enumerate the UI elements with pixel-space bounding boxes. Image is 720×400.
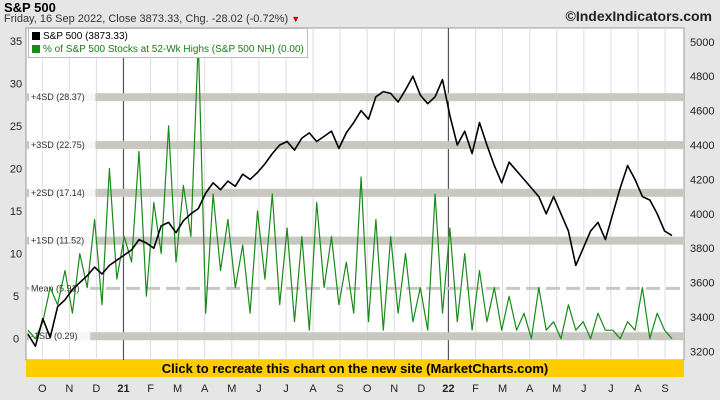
x-tick-label: A — [634, 383, 642, 395]
chart-title: S&P 500 — [4, 0, 56, 15]
legend-item-nh: % of S&P 500 Stocks at 52-Wk Highs (S&P … — [32, 43, 304, 56]
x-tick-label: F — [147, 383, 154, 395]
x-tick-label: M — [552, 383, 561, 395]
green-line-swatch-icon — [32, 45, 40, 53]
sd-band — [26, 93, 684, 102]
legend-sp500-label: S&P 500 (3873.33) — [43, 31, 128, 42]
down-arrow-icon: ▼ — [291, 14, 301, 24]
series-line-sp500 — [27, 75, 673, 348]
sd-label-background — [29, 282, 91, 294]
x-tick-label: 22 — [442, 383, 454, 395]
x-tick-label: D — [417, 383, 425, 395]
x-tick-label: A — [526, 383, 534, 395]
y-left-tick-label: 0 — [13, 334, 19, 346]
sd-label-background — [29, 186, 96, 198]
y-left-tick-label: 10 — [10, 249, 22, 261]
y-right-tick-label: 3200 — [690, 346, 714, 358]
y-left-tick-label: 20 — [10, 163, 22, 175]
y-left-tick-label: 35 — [10, 36, 22, 48]
chart-legend: S&P 500 (3873.33) % of S&P 500 Stocks at… — [28, 28, 308, 58]
x-tick-label: S — [336, 383, 343, 395]
chart-subtitle: Friday, 16 Sep 2022, Close 3873.33, Chg.… — [4, 13, 300, 25]
sd-band — [26, 332, 684, 341]
x-tick-label: A — [201, 383, 209, 395]
x-tick-label: J — [608, 383, 614, 395]
y-left-tick-label: 30 — [10, 78, 22, 90]
sd-label-background — [29, 91, 96, 103]
x-tick-label: M — [498, 383, 507, 395]
x-tick-label: O — [38, 383, 47, 395]
x-tick-label: D — [92, 383, 100, 395]
x-tick-label: N — [65, 383, 73, 395]
x-tick-label: J — [256, 383, 262, 395]
subtitle-text: Friday, 16 Sep 2022, Close 3873.33, Chg.… — [4, 13, 289, 25]
y-right-tick-label: 4600 — [690, 106, 714, 118]
x-tick-label: M — [173, 383, 182, 395]
y-right-tick-label: 3600 — [690, 278, 714, 290]
legend-item-sp500: S&P 500 (3873.33) — [32, 30, 304, 43]
y-right-tick-label: 4800 — [690, 71, 714, 83]
sd-label-background — [29, 139, 96, 151]
x-tick-label: M — [227, 383, 236, 395]
y-right-tick-label: 3400 — [690, 312, 714, 324]
y-left-tick-label: 25 — [10, 121, 22, 133]
sd-label: +4SD (28.37) — [31, 92, 85, 102]
x-tick-label: N — [390, 383, 398, 395]
sd-label: Mean (5.91) — [31, 283, 80, 293]
sd-band — [26, 141, 684, 150]
sd-label-background — [29, 330, 91, 342]
sd-label: -1SD (0.29) — [31, 331, 78, 341]
recreate-chart-banner[interactable]: Click to recreate this chart on the new … — [26, 360, 684, 377]
x-tick-label: O — [363, 383, 372, 395]
black-line-swatch-icon — [32, 32, 40, 40]
sd-label: +1SD (11.52) — [31, 236, 84, 246]
y-left-tick-label: 15 — [10, 206, 22, 218]
y-left-tick-label: 5 — [13, 291, 19, 303]
y-right-tick-label: 4400 — [690, 140, 714, 152]
y-right-tick-label: 5000 — [690, 37, 714, 49]
sd-label: +2SD (17.14) — [31, 188, 85, 198]
y-right-tick-label: 4200 — [690, 174, 714, 186]
sd-label-background — [29, 234, 96, 246]
x-tick-label: J — [581, 383, 587, 395]
x-tick-label: 21 — [117, 383, 129, 395]
x-tick-label: F — [472, 383, 479, 395]
x-tick-label: J — [283, 383, 289, 395]
site-credit[interactable]: ©IndexIndicators.com — [565, 8, 712, 24]
y-right-tick-label: 3800 — [690, 243, 714, 255]
sd-label: +3SD (22.75) — [31, 140, 85, 150]
legend-nh-label: % of S&P 500 Stocks at 52-Wk Highs (S&P … — [43, 44, 304, 55]
y-right-tick-label: 4000 — [690, 209, 714, 221]
series-line-nh — [27, 40, 673, 340]
x-tick-label: S — [661, 383, 668, 395]
x-tick-label: A — [309, 383, 317, 395]
sd-band — [26, 188, 684, 197]
sd-band — [26, 236, 684, 245]
